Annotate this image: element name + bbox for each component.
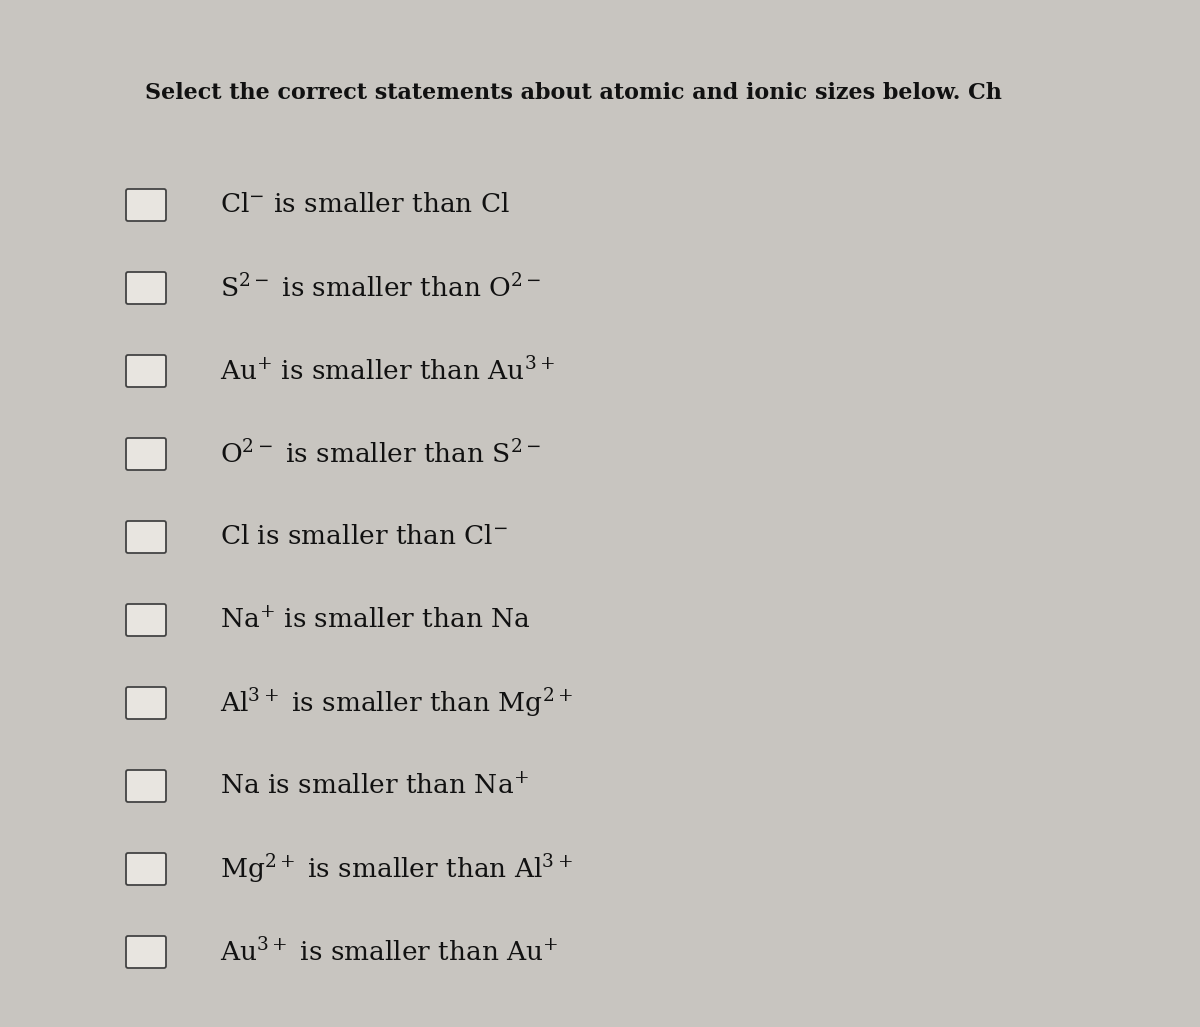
FancyBboxPatch shape (126, 438, 166, 470)
FancyBboxPatch shape (126, 687, 166, 719)
FancyBboxPatch shape (126, 770, 166, 802)
FancyBboxPatch shape (126, 604, 166, 636)
FancyBboxPatch shape (126, 189, 166, 221)
Text: Na$^{+}$ is smaller than Na: Na$^{+}$ is smaller than Na (220, 607, 530, 633)
Text: Na is smaller than Na$^{+}$: Na is smaller than Na$^{+}$ (220, 773, 529, 799)
Text: Cl is smaller than Cl$^{-}$: Cl is smaller than Cl$^{-}$ (220, 525, 509, 549)
Text: Mg$^{2+}$ is smaller than Al$^{3+}$: Mg$^{2+}$ is smaller than Al$^{3+}$ (220, 852, 572, 885)
FancyBboxPatch shape (126, 355, 166, 387)
Text: Au$^{+}$ is smaller than Au$^{3+}$: Au$^{+}$ is smaller than Au$^{3+}$ (220, 356, 554, 385)
Text: S$^{2-}$ is smaller than O$^{2-}$: S$^{2-}$ is smaller than O$^{2-}$ (220, 274, 541, 302)
FancyBboxPatch shape (126, 521, 166, 553)
Text: Select the correct statements about atomic and ionic sizes below. Ch: Select the correct statements about atom… (145, 82, 1002, 104)
FancyBboxPatch shape (126, 272, 166, 304)
Text: Au$^{3+}$ is smaller than Au$^{+}$: Au$^{3+}$ is smaller than Au$^{+}$ (220, 938, 558, 966)
Text: O$^{2-}$ is smaller than S$^{2-}$: O$^{2-}$ is smaller than S$^{2-}$ (220, 440, 541, 468)
Text: Cl$^{-}$ is smaller than Cl: Cl$^{-}$ is smaller than Cl (220, 192, 510, 218)
FancyBboxPatch shape (126, 936, 166, 968)
FancyBboxPatch shape (126, 853, 166, 885)
Text: Al$^{3+}$ is smaller than Mg$^{2+}$: Al$^{3+}$ is smaller than Mg$^{2+}$ (220, 686, 572, 720)
